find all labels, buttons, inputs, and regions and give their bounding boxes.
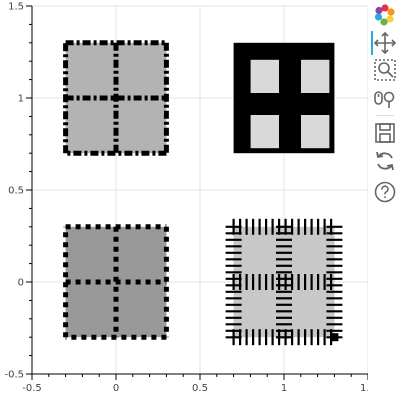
- active-tool-indicator: [371, 31, 373, 55]
- reset-icon[interactable]: [373, 149, 397, 173]
- y-tick-label: 0: [18, 278, 24, 289]
- inner-cell: [301, 115, 330, 149]
- wheel-zoom-icon[interactable]: [373, 87, 397, 111]
- inner-cell: [250, 115, 279, 149]
- inner-cell: [250, 59, 279, 93]
- box-zoom-icon[interactable]: [373, 58, 397, 82]
- x-tick-label: 1: [281, 383, 287, 394]
- top-right-square: [233, 42, 335, 154]
- y-tick-label: 0.5: [8, 186, 24, 197]
- inner-cell: [301, 59, 330, 93]
- hatch-corner: [330, 333, 339, 342]
- bottom-right-square: [225, 218, 343, 346]
- save-icon[interactable]: [373, 121, 397, 145]
- y-tick-label: 1.5: [8, 2, 24, 13]
- plot-toolbar: [368, 0, 400, 400]
- help-icon[interactable]: [373, 180, 397, 204]
- rect-chart: -0.5 0 0.5 1 1.5 -0.5 0 0.5 1 1.5: [4, 2, 368, 394]
- toolbar-divider: [376, 115, 394, 116]
- y-tick-label: 1: [18, 94, 24, 105]
- x-tick-label: 1.5: [360, 383, 368, 394]
- top-left-square: [63, 40, 169, 156]
- x-tick-label: 0.5: [192, 383, 208, 394]
- bottom-left-square: [63, 224, 169, 340]
- x-tick-label: 0: [113, 383, 119, 394]
- bokeh-logo-icon[interactable]: [373, 3, 397, 27]
- y-tick-label: -0.5: [4, 370, 24, 381]
- pan-icon[interactable]: [373, 31, 397, 55]
- hatch-border: [225, 218, 343, 346]
- x-tick-label: -0.5: [22, 383, 42, 394]
- square-fill: [233, 226, 335, 338]
